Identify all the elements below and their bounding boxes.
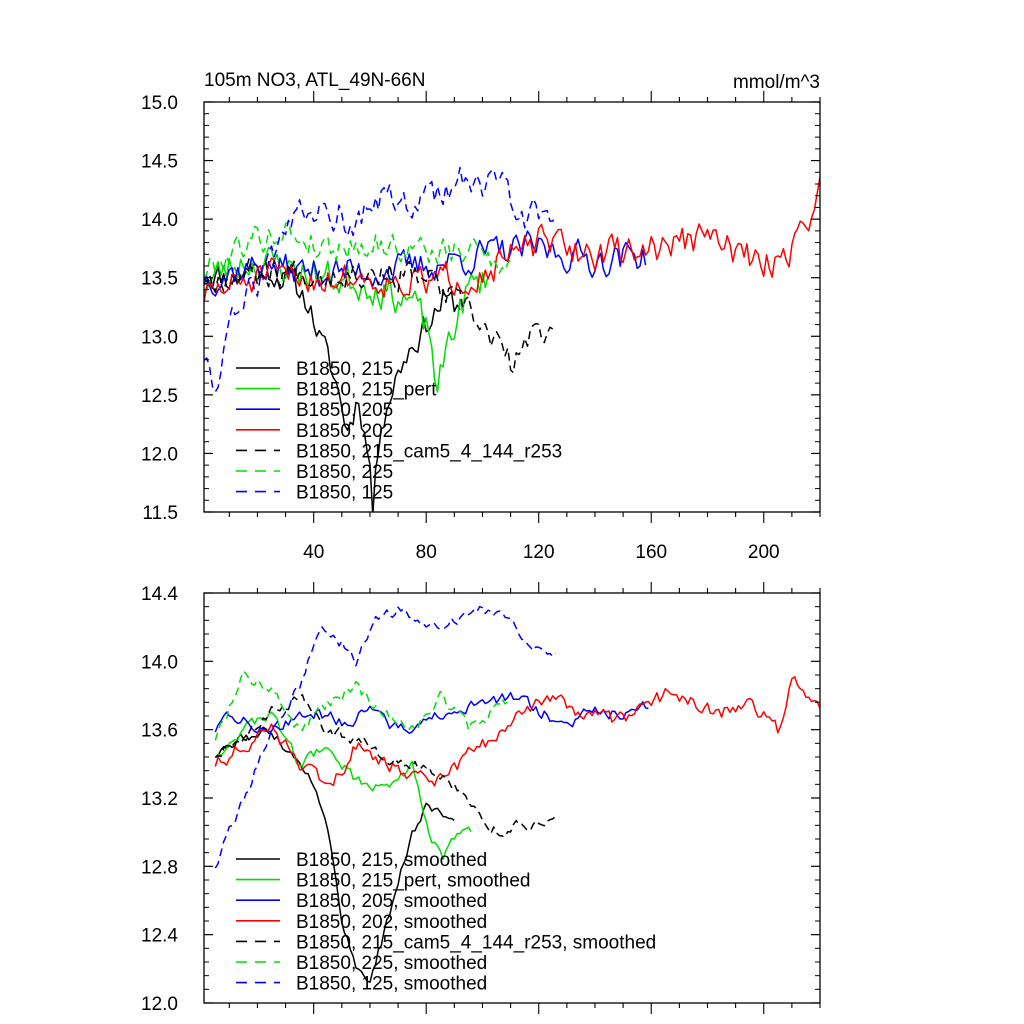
legend-entry-label: B1850, 225, smoothed [296, 953, 487, 974]
x-tick-label: 80 [416, 542, 437, 563]
y-tick-label: 14.4 [141, 584, 178, 605]
legend-entry-label: B1850, 125, smoothed [296, 974, 487, 995]
series-line-5 [214, 693, 557, 838]
series-line-2 [214, 711, 472, 861]
y-tick-label: 14.0 [141, 210, 178, 231]
series-line-4 [214, 676, 820, 787]
legend-entry-label: B1850, 215_cam5_4_144_r253 [296, 441, 562, 462]
legend-entry-label: B1850, 215_pert, smoothed [296, 871, 531, 892]
series-line-6 [214, 670, 512, 741]
series-group [204, 166, 820, 512]
series-line-3 [214, 691, 649, 735]
legend-entry-label: B1850, 215_pert [296, 380, 437, 401]
legend-entry-label: B1850, 125 [296, 483, 393, 504]
y-tick-label: 11.5 [142, 503, 178, 524]
x-tick-label: 40 [303, 542, 324, 563]
top-panel: 11.5 12.0 12.5 13.0 13.5 14.0 14.5 15.0 40 80 120 1… [141, 91, 821, 563]
legend-entry-label: B1850, 205 [296, 400, 393, 421]
y-tick-label: 12.0 [141, 444, 178, 465]
series-line-7 [204, 166, 557, 393]
x-tick-label: 200 [748, 542, 780, 563]
y-tick-label: 13.5 [141, 269, 178, 290]
x-tick-label: 120 [523, 542, 555, 563]
series-line-1 [214, 726, 455, 983]
y-tick-label: 13.2 [141, 789, 178, 810]
y-tick-label: 12.5 [141, 386, 178, 407]
legend-entry-label: B1850, 225 [296, 462, 393, 483]
legend-entry-label: B1850, 202 [296, 421, 393, 442]
plot-frame [203, 101, 821, 513]
bottom-panel: 12.012.412.813.213.614.014.4408012016020… [141, 582, 821, 1015]
y-tick-label: 12.4 [141, 926, 178, 947]
chart-title: 105m NO3, ATL_49N-66N [204, 70, 425, 91]
series-group [214, 605, 820, 983]
series-line-1 [204, 261, 461, 512]
y-tick-label: 14.5 [141, 152, 178, 173]
series-line-5 [204, 258, 556, 374]
series-line-4 [204, 176, 820, 303]
legend-entry-label: B1850, 205, smoothed [296, 891, 487, 912]
series-line-6 [204, 221, 512, 279]
y-tick-label: 13.0 [141, 327, 178, 348]
y-tick-label: 14.0 [141, 652, 178, 673]
y-tick-label: 13.6 [141, 721, 178, 742]
legend-entry-label: B1850, 215 [296, 359, 393, 380]
legend-entry-label: B1850, 215_cam5_4_144_r253, smoothed [296, 932, 656, 953]
y-tick-label: 15.0 [141, 93, 178, 114]
units-label: mmol/m^3 [733, 72, 820, 93]
legend-entry-label: B1850, 215, smoothed [296, 850, 487, 871]
y-tick-label: 12.0 [141, 994, 178, 1015]
legend-entry-label: B1850, 202, smoothed [296, 912, 487, 933]
x-tick-label: 160 [635, 542, 667, 563]
y-tick-label: 12.8 [141, 857, 178, 878]
series-line-7 [214, 605, 557, 869]
